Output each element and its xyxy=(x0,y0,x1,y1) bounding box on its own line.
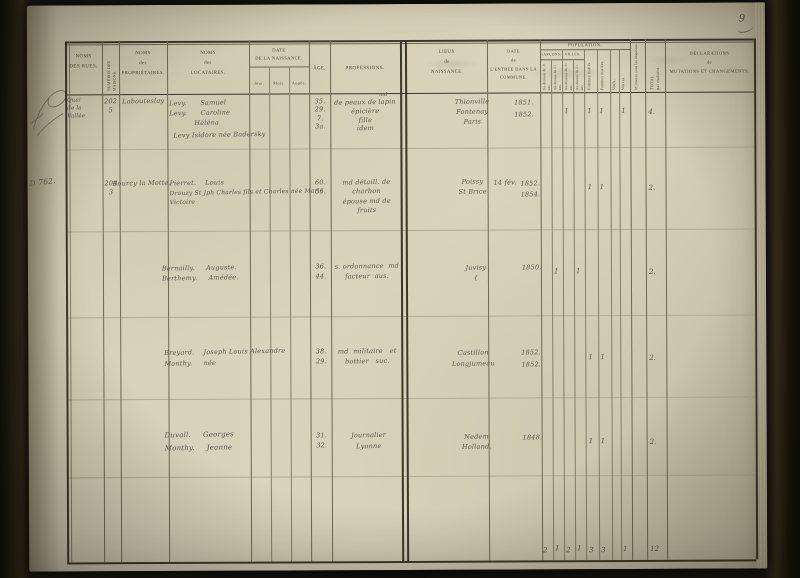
group-header-population: POPULATION. xyxy=(567,42,602,48)
entry-street: Quai de la Vallée xyxy=(67,97,86,120)
entry-names: Levy. Samuel Levy. Caroline Héléna xyxy=(168,98,231,127)
book-cover-right xyxy=(766,0,800,578)
entry-names: Breyard. Joseph Louis Alexandre Monthy. … xyxy=(164,346,286,368)
pop-mark-hommes-maries: 1 xyxy=(587,107,592,116)
entry-proprietor: Bourcy la Motte. xyxy=(112,178,171,188)
row-separator xyxy=(65,228,755,233)
pop-mark-garcons-sus: 1 xyxy=(553,267,559,276)
register-page: 9 D 762. xyxy=(26,2,768,572)
col-header-age: ÂGE. xyxy=(313,66,326,72)
entry-ages: 35. 29. 7. 3a. xyxy=(314,97,326,131)
entry-date: 1852. 1852. xyxy=(521,348,542,369)
row-separator xyxy=(66,396,756,401)
register-entry: Breyard. Joseph Louis Alexandre Monthy. … xyxy=(28,342,766,395)
col-header-proprietaires: NOMS des PROPRIÉTAIRES. xyxy=(121,51,165,77)
col-header-veufs: Veufs. xyxy=(612,79,617,91)
pop-mark-total: 2. xyxy=(648,267,656,276)
pop-mark-femmes-mariees: 1 xyxy=(599,183,605,192)
row-separator xyxy=(66,314,756,319)
col-header-femmes-mariees: Femmes mariées. xyxy=(600,60,605,91)
entry-ages: 60. 55. xyxy=(314,178,327,196)
entry-date: 1852. 1854. xyxy=(520,179,541,199)
entry-date: 1851. 1852. xyxy=(514,98,534,119)
col-header-declarations: DÉCLARATIONS de MUTATIONS ET CHANGEMENTS… xyxy=(669,50,750,75)
entry-professions: md détaill. de charbon épouse md de frui… xyxy=(342,177,394,215)
col-header-militaires: Militaires sous les drapeaux. xyxy=(633,43,639,90)
entry-day: 14 fév. xyxy=(493,178,517,187)
register-entry: Duvall. Georges Monthy. Jeanne 31. 32. J… xyxy=(29,424,767,472)
subcol-header-annee: Année. xyxy=(291,80,307,86)
register-entry: Bernailly. Auguste. Berthemy. Amédée. 36… xyxy=(28,258,766,306)
col-header-numeros-maisons: NUMÉROS DES MAISONS. xyxy=(106,60,117,92)
col-header-professions: PROFESSIONS. xyxy=(345,66,385,72)
entry-birthplace: Nedem Holland. xyxy=(461,432,492,452)
col-header-filles-au-dessus: Au-dessus de 21 ans. xyxy=(575,64,584,91)
pop-mark-hommes-maries: 1 xyxy=(588,353,593,362)
entry-professions: md militaire et bottier suc. xyxy=(337,346,397,366)
col-header-noms-rues: NOMS DES RUES. xyxy=(69,54,98,69)
entry-professions: s. ordonnance md facteur aus. xyxy=(334,261,400,281)
col-header-locataires: NOMS des LOCATAIRES. xyxy=(190,50,226,77)
col-header-garcons-au-dessus: Au-dessus de 21 ans. xyxy=(553,64,562,91)
entry-birthplace: Juvisy { xyxy=(465,263,487,282)
pop-mark-filles-sus: 1 xyxy=(575,267,581,276)
total-garcons-sus: 1 xyxy=(555,544,560,553)
col-header-hommes-maries: Hommes mariés. xyxy=(587,61,592,91)
subcol-header-jour: Jour. xyxy=(254,80,265,86)
entry-ages: 36. 44. xyxy=(315,262,327,281)
pop-mark-total: 2. xyxy=(649,437,657,446)
entry-ages: 31. 32. xyxy=(316,431,328,450)
entry-birthplace: Castillon Longjumeau xyxy=(451,348,495,369)
total-hommes-maries: 3 xyxy=(589,546,594,555)
pop-mark-hommes-maries: 1 xyxy=(588,437,594,446)
subcol-header-mois: Mois. xyxy=(273,80,285,86)
total-femmes-mariees: 3 xyxy=(601,546,606,555)
total-general: 12 xyxy=(650,544,660,553)
entry-date: 1850. xyxy=(521,263,542,272)
entry-professions: de peaux de lapin épicière fille idem xyxy=(334,97,396,133)
entry-proprietor: Labouteslay xyxy=(122,96,165,106)
col-header-lieux-naissance: LIEUX de NAISSANCE. xyxy=(430,49,464,75)
pop-mark-femmes-mariees: 1 xyxy=(599,107,604,116)
book-cover-left xyxy=(0,0,30,578)
naissance-underline xyxy=(249,66,310,68)
pop-mark-hommes-maries: 1 xyxy=(587,183,593,192)
register-entry: Quai de la Vallée 202 5 Labouteslay Levy… xyxy=(27,92,765,155)
entry-date: 1848. xyxy=(522,433,543,442)
pop-mark-veuves: 1 xyxy=(621,107,626,116)
total-garcons-sous: 2 xyxy=(543,546,548,555)
pop-mark-total: 2. xyxy=(648,183,656,192)
col-header-total: TOTAL par maisons. xyxy=(649,66,661,90)
col-header-date-entree: DATE de L'ENTRÉE DANS LA COMMUNE. xyxy=(490,48,537,80)
register-entry: 204 3 Bourcy la Motte. Pierret. Louis Dr… xyxy=(28,174,766,227)
entry-house-number: 202 5 xyxy=(104,97,118,115)
total-veuves: 1 xyxy=(623,544,628,554)
total-filles-sous: 2 xyxy=(566,546,571,555)
col-header-garcons-au-dessous: Au-dessous de 21 ans. xyxy=(542,63,551,91)
entry-names: Pierret. Louis xyxy=(169,178,225,188)
entry-names-extra: Levy Isidore née Badersky xyxy=(173,129,266,140)
entry-professions: Journalier Lyonne xyxy=(350,430,387,451)
totals-row: 2 1 2 1 3 3 1 12 xyxy=(29,543,767,562)
col-header-date-naissance: DATE DE LA NAISSANCE. xyxy=(255,47,303,61)
group-header-filles: FILLES. xyxy=(565,52,581,57)
col-header-filles-au-dessous: Au-dessous de 21 ans. xyxy=(564,62,573,91)
entry-names: Bernailly. Auguste. Berthemy. Amédée. xyxy=(161,263,239,283)
pop-mark-femmes-mariees: 1 xyxy=(600,437,606,446)
entry-names: Duvall. Georges Monthy. Jeanne xyxy=(164,430,234,453)
total-filles-sus: 1 xyxy=(577,544,582,553)
pop-mark-filles-sous: 1 xyxy=(564,107,569,116)
entry-ages: 38. 29. xyxy=(315,347,327,366)
entry-birthplace: Thionville Fontenay Paris xyxy=(454,97,490,126)
row-separator xyxy=(66,474,756,479)
pop-mark-total: 2. xyxy=(649,353,657,362)
pop-mark-femmes-mariees: 1 xyxy=(600,353,605,362)
col-header-veuves: Veuves. xyxy=(621,76,626,91)
group-header-garcons: GARÇONS. xyxy=(540,52,562,57)
pop-mark-total: 4. xyxy=(648,107,655,116)
